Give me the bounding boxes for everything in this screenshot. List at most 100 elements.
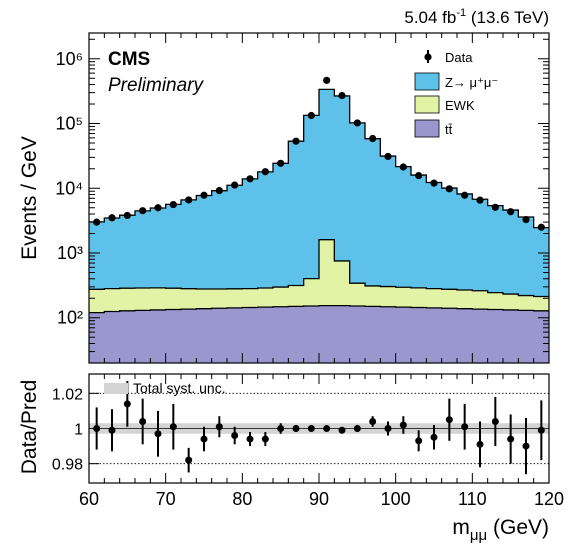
stack-outline-0 — [89, 304, 549, 314]
data-point — [200, 191, 208, 199]
ratio-point — [445, 416, 453, 424]
legend-syst-swatch — [104, 383, 128, 394]
data-point — [123, 211, 131, 220]
ratio-point — [169, 423, 177, 431]
legend-data-marker — [424, 53, 432, 61]
legend-z-label: Z→ μ⁺μ⁻ — [445, 75, 498, 90]
legend-ewk-swatch — [414, 95, 440, 114]
data-point — [292, 137, 300, 145]
x-tick-label: 80 — [232, 489, 252, 509]
ratio-y-tick-label: 1 — [74, 422, 83, 439]
ratio-point — [323, 425, 331, 432]
ratio-point — [399, 421, 407, 429]
data-point — [491, 203, 499, 211]
data-point — [169, 200, 177, 209]
data-point — [261, 168, 269, 176]
y-axis-label-bottom: Data/Pred — [18, 380, 41, 475]
ratio-point — [200, 435, 208, 443]
x-tick-label: 90 — [309, 489, 329, 509]
legend-ttbar-swatch — [414, 119, 440, 138]
x-axis-label-sub: μμ — [470, 527, 487, 544]
ratio-frame — [88, 373, 550, 484]
ratio-point — [415, 437, 423, 445]
data-point — [445, 185, 453, 193]
data-point — [353, 119, 361, 127]
lumi-energy: (13.6 TeV) — [466, 8, 549, 27]
y-tick-label: 10⁴ — [55, 178, 83, 198]
data-point — [231, 181, 239, 189]
ratio-panel: 0.98 1 1.02 60 70 80 90 100 110 120 — [52, 373, 564, 509]
data-point — [323, 76, 331, 84]
data-point — [246, 175, 254, 183]
ratio-point — [246, 435, 254, 443]
data-point — [507, 208, 515, 216]
data-point — [522, 215, 530, 224]
x-tick-label: 120 — [534, 489, 564, 509]
x-tick-label: 70 — [156, 489, 176, 509]
lumi-label: 5.04 fb-1 (13.6 TeV) — [404, 7, 549, 27]
y-tick-label: 10⁶ — [56, 49, 83, 69]
legend: Data Z→ μ⁺μ⁻ EWK tt̄ — [414, 50, 498, 138]
ratio-point — [430, 433, 438, 441]
ratio-point — [123, 400, 131, 408]
legend-ewk: EWK — [414, 95, 475, 114]
ratio-point — [277, 425, 285, 432]
main-axis-ticks: 10² 10³ 10⁴ 10⁵ 10⁶ — [55, 33, 550, 364]
data-point — [415, 171, 423, 180]
data-point — [537, 223, 545, 231]
data-points — [93, 76, 545, 231]
data-point — [384, 152, 392, 161]
ratio-point — [384, 425, 392, 432]
ratio-point — [108, 426, 116, 434]
cms-label: CMS — [108, 49, 150, 70]
ratio-point — [185, 456, 193, 464]
ratio-point — [139, 417, 147, 425]
ratio-point — [507, 435, 515, 443]
x-tick-label: 60 — [79, 489, 99, 509]
ratio-point — [491, 417, 499, 425]
data-point — [399, 163, 407, 171]
legend-ewk-label: EWK — [445, 98, 475, 113]
stack-outline-1 — [89, 239, 549, 298]
data-point — [139, 207, 147, 215]
legend-data-label: Data — [445, 50, 473, 65]
data-point — [108, 214, 116, 222]
ratio-point — [292, 425, 300, 432]
legend-ttbar-label: tt̄ — [445, 122, 453, 137]
ratio-point — [154, 430, 162, 438]
y-tick-label: 10² — [57, 308, 83, 328]
ratio-point — [261, 435, 269, 443]
ratio-point — [231, 432, 239, 440]
data-point — [307, 111, 315, 120]
y-axis-label-top: Events / GeV — [18, 136, 41, 260]
legend-ttbar: tt̄ — [414, 119, 453, 138]
x-tick-label: 100 — [381, 489, 411, 509]
legend-syst-label: Total syst. unc. — [133, 380, 226, 396]
stacked-histograms — [89, 88, 549, 363]
lumi-value: 5.04 fb — [404, 8, 456, 27]
ratio-point — [93, 425, 101, 432]
data-point — [277, 159, 285, 167]
ratio-point — [369, 417, 377, 425]
stack-area-0 — [89, 305, 549, 363]
data-point — [430, 179, 438, 187]
legend-data: Data — [424, 50, 473, 65]
main-panel: 10² 10³ 10⁴ 10⁵ 10⁶ — [55, 32, 550, 364]
legend-z: Z→ μ⁺μ⁻ — [414, 72, 498, 91]
data-point — [215, 186, 223, 195]
stack-outline-2 — [89, 88, 549, 229]
main-frame — [88, 32, 550, 364]
x-tick-label: 110 — [458, 489, 487, 509]
legend-z-swatch — [414, 72, 440, 91]
data-point — [461, 191, 469, 199]
preliminary-label: Preliminary — [108, 75, 205, 96]
ratio-point — [537, 426, 545, 434]
data-point — [93, 218, 101, 226]
x-axis-label-unit: (GeV) — [487, 516, 549, 539]
ratio-point — [461, 423, 469, 431]
ratio-content: 0.98 1 1.02 60 70 80 90 100 110 120 — [52, 374, 564, 509]
data-point — [154, 204, 162, 212]
lumi-exponent: -1 — [456, 7, 466, 19]
x-axis-label: mμμ (GeV) — [452, 516, 549, 544]
